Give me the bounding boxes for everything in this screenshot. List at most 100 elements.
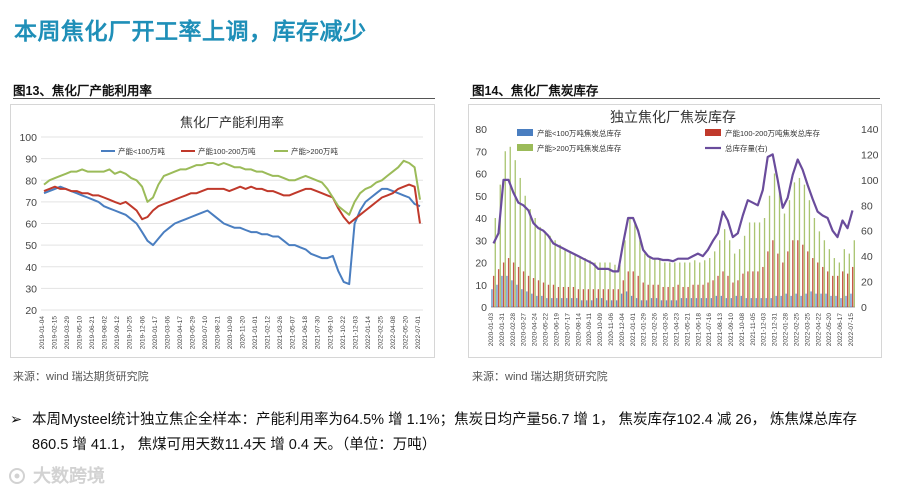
x-tick-label: 2019-08-02 [102, 316, 109, 350]
x-tick-label: 2021-09-10 [327, 316, 334, 350]
bar [825, 293, 827, 307]
x-tick-label: 2021-01-01 [252, 316, 259, 350]
bar [554, 240, 556, 307]
bar [597, 289, 599, 307]
bar [833, 258, 836, 307]
x-tick-label: 2020-05-29 [189, 316, 196, 350]
bar [710, 298, 713, 307]
x-tick-label: 2020-04-24 [532, 313, 539, 347]
x-tick-label: 2020-09-11 [586, 313, 593, 346]
bar [818, 231, 821, 307]
bar [552, 284, 555, 307]
bar [559, 244, 561, 307]
bar [684, 262, 686, 307]
x-tick-label: 2021-12-03 [352, 316, 359, 350]
chart-title: 焦化厂产能利用率 [180, 115, 284, 130]
bar [516, 284, 518, 307]
bar [722, 271, 724, 307]
bar [803, 184, 806, 308]
bar [591, 300, 593, 307]
bar [802, 244, 804, 307]
bar [758, 222, 761, 307]
bar [747, 271, 749, 307]
bar [642, 282, 644, 307]
bar [504, 151, 506, 307]
chart-panel-inventory: 独立焦化厂焦炭库存 0 10 20 30 40 50 60 70 80 0 20 40 60 80 100 12… [468, 104, 882, 358]
bar [773, 173, 776, 307]
chart-panel-utilization: 焦化厂产能利用率 20 30 40 50 60 70 80 90 100 2019-01-04 201… [10, 104, 435, 358]
x-tick-label: 2021-04-23 [673, 313, 680, 347]
bar [727, 275, 729, 307]
bar [602, 289, 604, 307]
bar [728, 240, 731, 307]
bar [695, 298, 698, 307]
bar [604, 262, 606, 307]
bar [531, 293, 533, 307]
x-tick-label: 2020-10-09 [597, 313, 604, 347]
bar [527, 275, 530, 307]
y-right-tick-label: 80 [861, 200, 873, 212]
bar [522, 271, 525, 307]
bar [753, 222, 756, 307]
bar [497, 269, 500, 307]
legend-label: 产能>200万吨焦炭总库存 [537, 143, 622, 153]
watermark-text: 大数跨境 [33, 466, 106, 486]
bar [662, 286, 664, 307]
bar [828, 249, 831, 307]
bar [640, 300, 643, 307]
bar [499, 184, 501, 308]
bar [762, 266, 764, 307]
bar [853, 240, 855, 307]
bar [587, 289, 590, 307]
bar [669, 262, 671, 307]
bar [511, 280, 513, 307]
bar [556, 298, 558, 307]
bar [699, 262, 701, 307]
legend-label: 产能100-200万吨焦炭总库存 [725, 128, 821, 138]
bar [704, 260, 706, 307]
bar [780, 295, 782, 308]
bar [539, 226, 541, 307]
bar [689, 262, 691, 307]
bar [601, 298, 603, 307]
x-tick-label: 2020-07-10 [202, 316, 209, 350]
x-tick-label: 2021-05-21 [684, 313, 691, 347]
bar [810, 291, 812, 307]
bar [609, 262, 611, 307]
watermark: 大数跨境 [8, 462, 105, 488]
bar [807, 251, 809, 308]
bar [596, 298, 598, 307]
bar [546, 298, 548, 307]
x-tick-label: 2021-06-18 [302, 316, 309, 350]
x-tick-label: 2020-11-06 [608, 313, 615, 346]
bar [491, 289, 493, 307]
bar [519, 177, 521, 307]
bar [532, 278, 535, 307]
y-tick-label: 40 [475, 213, 487, 225]
bar [820, 293, 822, 307]
bar [654, 258, 656, 307]
legend-label: 产能<100万吨 [118, 146, 165, 156]
bar [655, 298, 658, 307]
y-tick-label: 60 [25, 219, 37, 231]
y-tick-label: 100 [19, 132, 37, 144]
bar [723, 229, 726, 308]
utilization-chart: 焦化厂产能利用率 20 30 40 50 60 70 80 90 100 2019-01-04 201… [19, 115, 423, 350]
bar [777, 253, 779, 307]
bar [700, 298, 703, 307]
x-tick-label: 2020-10-09 [227, 316, 234, 350]
bar [679, 262, 681, 307]
bar [674, 262, 676, 307]
x-tick-label: 2021-03-26 [277, 316, 284, 350]
watermark-logo-icon [9, 468, 25, 484]
bar [610, 300, 613, 307]
bar [808, 200, 811, 307]
bar [665, 300, 668, 307]
bar [576, 298, 578, 307]
y-tick-label: 0 [481, 302, 487, 314]
x-tick-label: 2019-06-21 [89, 316, 96, 350]
bar [649, 258, 651, 307]
bar [760, 298, 762, 307]
bar [838, 262, 841, 307]
summary-text: ➢ 本周Mysteel统计独立焦企全样本：产能利用率为64.5% 增 1.1%；焦… [10, 408, 895, 458]
